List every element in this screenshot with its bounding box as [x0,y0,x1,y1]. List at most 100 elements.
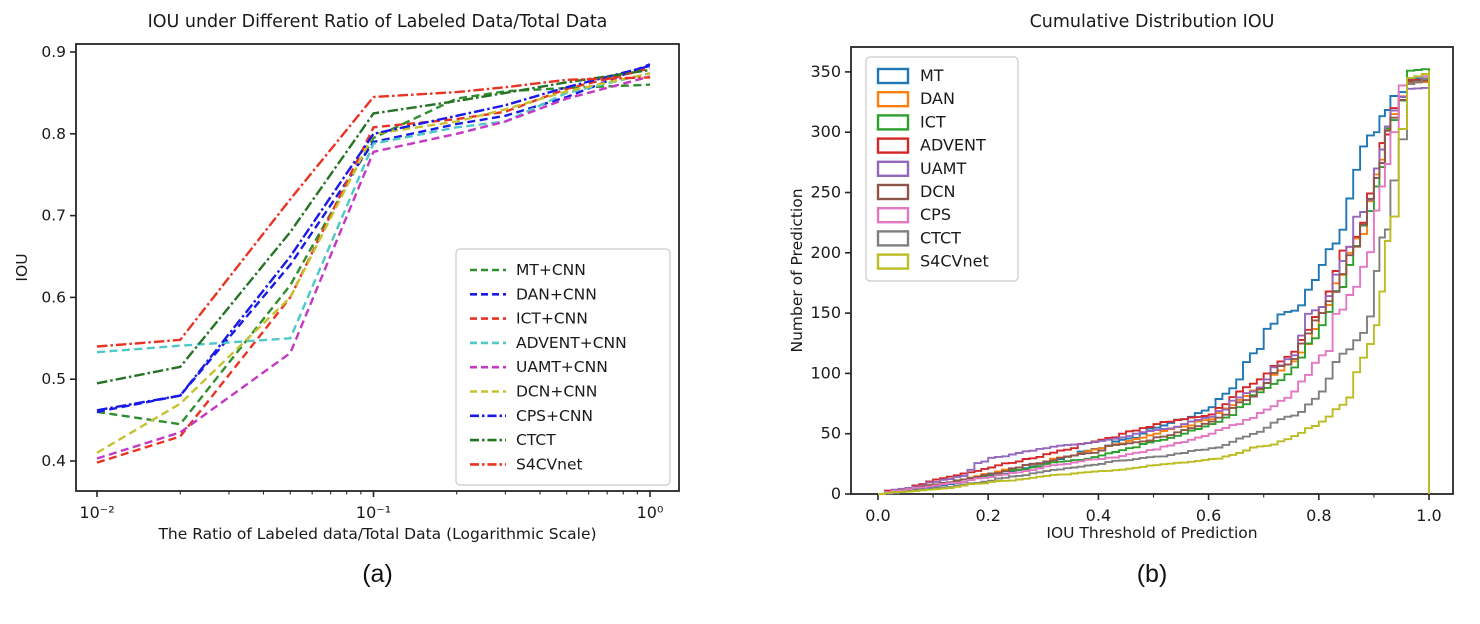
legend-item-advent-cnn: ADVENT+CNN [470,334,627,352]
legend-label: CPS+CNN [516,407,593,425]
x-tick-label: 1.0 [1416,506,1441,525]
legend-label: CTCT [920,228,961,247]
legend-item-cps-cnn: CPS+CNN [470,407,593,425]
y-tick-label: 350 [810,62,841,81]
series-step-dcn [878,79,1430,495]
series-line-advent-cnn [96,72,651,354]
series-step-uamt [878,86,1430,495]
legend-label: ADVENT [920,136,986,155]
legend-label: DAN+CNN [516,285,597,303]
legend-box [865,56,1019,282]
x-tick-label: 10⁰ [637,503,664,522]
legend-b: MT DAN ICT ADVENT UAMT DCN CPS CTCT S4CVnet [865,56,1019,282]
legend-patch-sample [876,160,910,178]
legend-label: MT [920,66,944,85]
legend-patch-sample [876,67,910,85]
series-line-s4cvnet [96,76,651,348]
series-step-s4cvnet [878,70,1430,495]
legend-item-cps: CPS [876,205,951,224]
axes-a: 10⁻² 10⁻¹ 10⁰ 0.4 0.5 0.6 0.7 0.8 0.9 [41,43,680,522]
x-axis-label: IOU Threshold of Prediction [1046,524,1257,542]
y-tick-label: 300 [810,122,841,141]
legend-label: UAMT [920,159,966,178]
x-tick-label: 0.4 [1086,506,1111,525]
y-tick-label: 0.9 [41,43,66,61]
legend-label: S4CVnet [516,455,583,473]
legend-label: S4CVnet [920,252,989,271]
legend-patch-sample [876,183,910,201]
figure-a: 10⁻² 10⁻¹ 10⁰ 0.4 0.5 0.6 0.7 0.8 0.9 IOU under D… [13,12,680,588]
legend-item-ctct: CTCT [876,228,961,247]
series-step-advent [878,78,1430,495]
y-tick-label: 100 [810,363,841,382]
series-line-ctct [96,68,651,385]
legend-item-uamt: UAMT [876,159,966,178]
series-line-dcn-cnn [96,72,651,454]
x-tick-label: 10⁻¹ [356,503,391,522]
chart-a-canvas: 10⁻² 10⁻¹ 10⁰ 0.4 0.5 0.6 0.7 0.8 0.9 IOU under D… [13,12,680,543]
legend-label: ICT [920,112,946,131]
x-tick-label: 0.8 [1306,506,1331,525]
legend-label: CTCT [516,431,556,449]
legend-label: ADVENT+CNN [516,334,627,352]
x-axis: 0.0 0.2 0.4 0.6 0.8 1.0 [865,494,1442,525]
legend-item-s4cvnet: S4CVnet [876,252,989,271]
y-tick-label: 150 [810,303,841,322]
legend-label: DCN+CNN [516,383,597,401]
legend-item-mt: MT [876,66,944,85]
caption-a: (a) [362,560,393,588]
x-axis: 10⁻² 10⁻¹ 10⁰ [79,491,663,522]
legend-item-ctct: CTCT [470,431,556,449]
legend-patch-sample [876,206,910,224]
x-tick-label: 0.6 [1196,506,1221,525]
legend-label: CPS [920,205,951,224]
y-tick-label: 50 [821,424,841,443]
x-axis-label: The Ratio of Labeled data/Total Data (Lo… [157,525,596,543]
y-tick-label: 0.4 [41,452,66,470]
legend-patch-sample [876,90,910,108]
legend-label: DAN [920,89,955,108]
legend-a: MT+CNN DAN+CNN ICT+CNN ADVENT+CNN UAMT+CNN DC… [455,248,671,486]
legend-label: UAMT+CNN [516,358,608,376]
legend-item-dan-cnn: DAN+CNN [470,285,597,303]
plot-frame [75,43,680,492]
axes-b: 0.0 0.2 0.4 0.6 0.8 1.0 0 50 100 150 200 250 300 350 [810,46,1454,525]
legend-item-dan: DAN [876,89,955,108]
legend-item-ict: ICT [876,112,946,131]
legend-label: DCN [920,182,955,201]
y-tick-label: 200 [810,243,841,262]
legend-patch-sample [876,137,910,154]
legend-item-uamt-cnn: UAMT+CNN [470,358,608,376]
series-group [878,68,1430,495]
caption-b: (b) [1136,560,1168,588]
chart-b-canvas: 0.0 0.2 0.4 0.6 0.8 1.0 0 50 100 150 200 250 300 350 C… [788,12,1454,542]
series-line-uamt-cnn [96,75,651,460]
y-axis-label: Number of Prediction [788,188,806,352]
legend-box [455,248,671,486]
legend-item-dcn-cnn: DCN+CNN [470,383,597,401]
legend-item-ict-cnn: ICT+CNN [470,310,588,328]
chart-title: Cumulative Distribution IOU [1030,12,1275,32]
legend-patch-sample [876,114,910,131]
legend-patch-sample [876,253,910,270]
legend-label: ICT+CNN [516,310,588,328]
series-line-ict-cnn [96,67,651,464]
legend-label: MT+CNN [516,261,586,279]
x-tick-label: 0.0 [865,506,890,525]
y-tick-label: 0 [831,484,841,503]
legend-item-mt-cnn: MT+CNN [470,261,586,279]
x-tick-label: 10⁻² [79,503,114,522]
legend-item-advent: ADVENT [876,136,986,155]
y-tick-label: 0.5 [41,370,66,388]
figure-b: 0.0 0.2 0.4 0.6 0.8 1.0 0 50 100 150 200 250 300 350 C… [740,0,1480,624]
legend-item-s4cvnet: S4CVnet [470,455,583,473]
chart-title: IOU under Different Ratio of Labeled Dat… [148,12,608,32]
y-tick-label: 0.7 [41,207,66,225]
y-axis: 0 50 100 150 200 250 300 350 [810,62,851,503]
y-tick-label: 0.8 [41,125,66,143]
y-axis: 0.4 0.5 0.6 0.7 0.8 0.9 [41,43,76,470]
series-line-mt-cnn [96,83,651,426]
series-line-cps-cnn [96,64,651,412]
y-tick-label: 250 [810,183,841,202]
